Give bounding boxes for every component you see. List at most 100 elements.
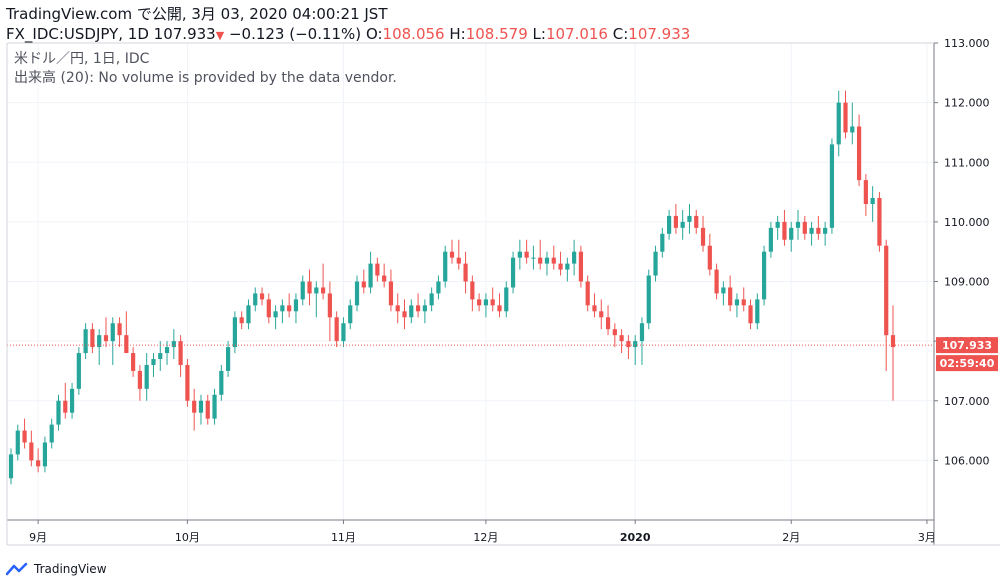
candle-body: [185, 364, 190, 401]
candle-body: [90, 329, 95, 348]
candle-body: [280, 305, 285, 312]
candle-body: [483, 299, 489, 306]
candle-body: [137, 370, 143, 389]
candle-body: [456, 257, 461, 264]
candle-body: [653, 251, 658, 276]
open-value: 108.056: [382, 25, 445, 43]
chart-header: TradingView.com で公開, 3月 03, 2020 04:00:2…: [6, 4, 1000, 44]
candle-body: [212, 394, 217, 419]
candle-body: [667, 215, 672, 234]
y-tick-label: 106.000: [944, 454, 990, 467]
candle-body: [36, 460, 41, 467]
x-tick-label: 12月: [473, 531, 498, 544]
candle-body: [531, 257, 536, 259]
candle-body: [470, 281, 475, 300]
candle-body: [158, 353, 163, 360]
candle-body: [497, 305, 502, 312]
candle-body: [22, 430, 27, 443]
candle-body: [775, 221, 780, 228]
candle-body: [829, 144, 835, 228]
candle-body: [802, 221, 807, 234]
candle-body: [348, 305, 353, 324]
high-value: 108.579: [465, 25, 528, 43]
footer-brand: TradingView: [34, 562, 107, 576]
symbol-label: FX_IDC:USDJPY, 1D: [6, 25, 149, 43]
candle-body: [734, 299, 740, 306]
candle-body: [639, 323, 645, 342]
candle-body: [422, 305, 427, 312]
tradingview-logo-icon: [6, 562, 28, 576]
candle-body: [544, 257, 550, 264]
candle-body: [415, 305, 421, 312]
low-label: L:: [532, 25, 546, 43]
candle-body: [687, 215, 692, 222]
candle-body: [314, 287, 319, 294]
candle-body: [354, 281, 360, 306]
candle-body: [198, 400, 204, 413]
candle-body: [782, 221, 787, 240]
candle-body: [131, 353, 136, 371]
series-name: 米ドル／円, 1日, IDC: [14, 51, 150, 67]
candle-body: [884, 245, 889, 336]
candle-body: [368, 263, 373, 288]
footer: TradingView: [6, 559, 107, 579]
candle-body: [612, 329, 617, 336]
candle-body: [144, 364, 149, 389]
candle-body: [83, 329, 88, 354]
candle-body: [76, 353, 81, 389]
candle-body: [49, 424, 54, 443]
candle-body: [619, 335, 624, 342]
candle-body: [524, 251, 529, 258]
volume-note: 出来高 (20): No volume is provided by the d…: [14, 70, 397, 86]
candle-body: [477, 299, 482, 306]
candle-body: [56, 400, 61, 425]
candle-body: [789, 227, 794, 240]
candle-body: [239, 317, 244, 324]
candle-body: [307, 281, 312, 294]
low-value: 107.016: [545, 25, 608, 43]
candle-body: [565, 263, 570, 270]
candle-body: [673, 215, 678, 228]
x-tick-label: 10月: [175, 531, 200, 544]
candle-body: [361, 281, 366, 288]
candle-body: [694, 215, 699, 228]
chart-legend: 米ドル／円, 1日, IDC 出来高 (20): No volume is pr…: [14, 50, 397, 88]
candle-body: [29, 442, 34, 461]
x-tick-label: 11月: [331, 531, 356, 544]
candle-body: [327, 293, 332, 318]
candle-body: [605, 317, 611, 330]
ohlc-line: FX_IDC:USDJPY, 1D 107.933▼ −0.123 (−0.11…: [6, 24, 1000, 44]
candle-body: [341, 323, 346, 342]
candle-body: [558, 263, 563, 270]
high-label: H:: [449, 25, 466, 43]
candle-body: [42, 442, 48, 467]
candle-body: [97, 335, 102, 348]
candle-body: [151, 359, 156, 365]
last-price-label: 107.933: [942, 339, 992, 352]
x-tick-label: 2月: [782, 531, 800, 544]
candle-body: [809, 227, 814, 234]
countdown-label: 02:59:40: [940, 357, 995, 370]
candle-body: [816, 227, 821, 234]
candle-body: [226, 347, 231, 371]
candle-body: [293, 299, 299, 312]
candle-body: [490, 299, 495, 306]
candle-body: [443, 251, 448, 282]
candle-body: [517, 251, 522, 258]
candle-body: [551, 257, 556, 264]
candle-body: [538, 257, 543, 264]
open-label: O:: [365, 25, 383, 43]
candle-body: [171, 341, 176, 348]
close-value: 107.933: [628, 25, 691, 43]
y-tick-label: 113.000: [944, 37, 990, 50]
candle-body: [375, 263, 380, 276]
last-price-badge: [936, 337, 998, 354]
candle-body: [680, 221, 685, 228]
candle-body: [823, 227, 828, 234]
candle-body: [110, 323, 115, 342]
candle-body: [748, 305, 753, 324]
candle-body: [850, 126, 855, 133]
candle-body: [192, 400, 197, 413]
y-tick-label: 110.000: [944, 216, 990, 229]
